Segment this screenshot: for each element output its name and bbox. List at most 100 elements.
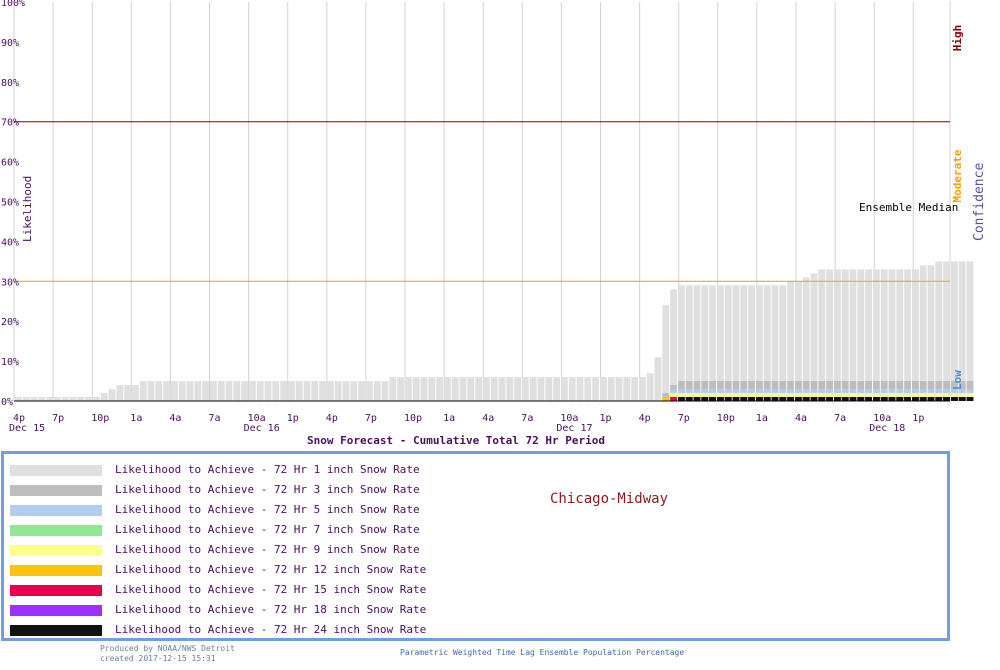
bar-1-30	[241, 381, 248, 401]
bar-9-118	[927, 397, 935, 401]
bar-1-111	[873, 269, 880, 401]
bar-1-35	[280, 381, 287, 401]
bar-9-113	[888, 397, 896, 401]
x-tick-label: 10p	[404, 413, 422, 424]
bar-9-92	[724, 397, 732, 401]
bar-1-62	[490, 377, 498, 401]
bar-9-102	[802, 397, 810, 401]
bar-1-39	[311, 381, 319, 401]
bar-1-82	[646, 373, 654, 401]
legend-swatch	[10, 545, 102, 556]
y-tick-label: 70%	[1, 118, 19, 129]
bar-1-70	[553, 377, 560, 401]
bar-9-107	[841, 397, 849, 401]
bar-1-4	[38, 397, 46, 401]
bar-9-86	[678, 397, 685, 401]
bar-1-120	[943, 261, 950, 401]
bar-9-101	[795, 397, 802, 401]
bar-1-119	[935, 261, 943, 401]
bar-1-92	[724, 285, 732, 401]
bar-1-74	[584, 377, 592, 401]
bar-1-61	[483, 377, 490, 401]
confidence-label-high: High	[951, 25, 964, 52]
date-label: Dec 16	[244, 423, 280, 434]
legend-panel: Likelihood to Achieve - 72 Hr 1 inch Sno…	[1, 451, 950, 641]
bar-1-72	[568, 377, 576, 401]
legend-swatch	[10, 565, 102, 576]
bar-1-60	[475, 377, 482, 401]
bar-9-100	[787, 397, 794, 401]
bar-1-29	[233, 381, 241, 401]
bar-1-107	[841, 269, 849, 401]
bar-1-47	[373, 381, 381, 401]
bar-1-51	[405, 377, 412, 401]
bar-1-76	[600, 377, 607, 401]
bar-1-103	[810, 273, 818, 401]
bar-9-115	[904, 397, 911, 401]
bar-9-117	[919, 397, 927, 401]
bar-1-88	[693, 285, 701, 401]
bar-6-84	[662, 397, 670, 401]
bar-1-85	[670, 289, 677, 401]
bar-1-22	[178, 381, 186, 401]
bar-1-16	[132, 385, 139, 401]
x-tick-label: 10a	[560, 413, 578, 424]
bar-1-123	[966, 261, 974, 401]
bar-1-15	[124, 385, 131, 401]
bar-1-122	[958, 261, 966, 401]
bar-1-55	[436, 377, 443, 401]
bar-9-114	[896, 397, 904, 401]
bar-1-94	[740, 285, 748, 401]
y-tick-label: 30%	[1, 277, 19, 288]
bar-1-41	[327, 381, 334, 401]
bar-1-17	[139, 381, 147, 401]
bar-1-37	[295, 381, 303, 401]
bar-9-87	[685, 397, 693, 401]
bar-1-3	[30, 397, 38, 401]
bar-1-105	[826, 269, 833, 401]
bar-1-23	[186, 381, 194, 401]
legend-label: Likelihood to Achieve - 72 Hr 7 inch Sno…	[115, 523, 420, 536]
legend-label: Likelihood to Achieve - 72 Hr 1 inch Sno…	[115, 463, 420, 476]
bar-1-81	[639, 377, 646, 401]
bar-9-96	[756, 397, 763, 401]
bar-9-121	[951, 397, 958, 401]
legend-label: Likelihood to Achieve - 72 Hr 9 inch Sno…	[115, 543, 420, 556]
bar-1-69	[545, 377, 553, 401]
y-axis-label: Likelihood	[21, 176, 34, 242]
bar-1-25	[202, 381, 209, 401]
x-tick-label: 1a	[130, 413, 142, 424]
bar-1-48	[381, 381, 389, 401]
bar-1-14	[116, 385, 124, 401]
bar-9-95	[748, 397, 755, 401]
y-tick-label: 80%	[1, 78, 19, 89]
bar-1-100	[787, 281, 794, 401]
x-tick-label: 10a	[873, 413, 891, 424]
confidence-label-low: Low	[951, 370, 964, 390]
bar-1-98	[771, 285, 779, 401]
bar-1-6	[54, 397, 61, 401]
bar-1-42	[334, 381, 342, 401]
date-label: Dec 17	[556, 423, 592, 434]
bar-1-45	[358, 381, 365, 401]
x-tick-label: 4a	[482, 413, 494, 424]
bar-1-109	[857, 269, 865, 401]
bar-1-104	[818, 269, 826, 401]
y-axis-ticks: 0% 10% 20% 30% 40% 50% 60% 70% 80% 90% 100%	[1, 0, 25, 408]
bar-1-13	[108, 389, 116, 401]
legend-label: Likelihood to Achieve - 72 Hr 24 inch Sn…	[115, 623, 427, 636]
legend-label: Likelihood to Achieve - 72 Hr 3 inch Sno…	[115, 483, 420, 496]
bar-1-84	[662, 305, 670, 401]
x-tick-label: 1a	[443, 413, 455, 424]
bar-1-102	[802, 277, 810, 401]
bar-1-66	[522, 377, 529, 401]
bar-1-57	[451, 377, 459, 401]
bar-1-59	[467, 377, 475, 401]
bar-9-106	[834, 397, 841, 401]
bar-9-97	[763, 397, 771, 401]
bar-9-103	[810, 397, 818, 401]
bar-1-116	[912, 269, 919, 401]
legend-swatch	[10, 485, 102, 496]
bar-1-96	[756, 285, 763, 401]
bar-1-44	[350, 381, 358, 401]
